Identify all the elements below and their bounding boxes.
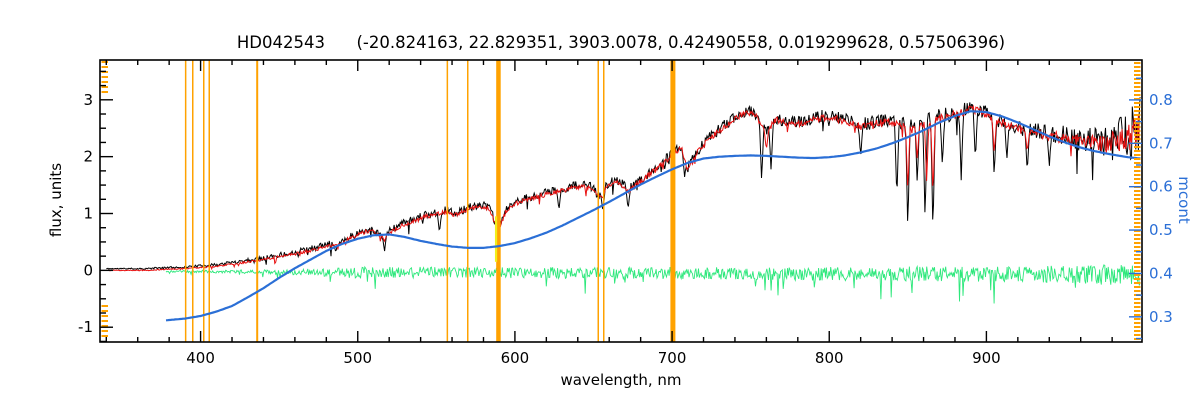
axes-layer: 400 500 600 700 800 900 -1 0 1 2 3 0.3 0.4 0.5 0.6 0.7 0… bbox=[78, 59, 1173, 367]
x-tick-label: 600 bbox=[501, 349, 530, 367]
y-left-tick-label: 2 bbox=[83, 148, 93, 166]
plot-title: HD042543 (-20.824163, 22.829351, 3903.00… bbox=[236, 33, 1006, 52]
y-axis-label-flux: flux, units bbox=[47, 162, 65, 238]
y-right-tick-label: 0.7 bbox=[1149, 134, 1173, 152]
masked-line-marker bbox=[446, 60, 449, 342]
x-tick-label: 700 bbox=[658, 349, 687, 367]
residuals-trace bbox=[165, 264, 1141, 304]
masked-line-marker bbox=[496, 60, 501, 342]
observed-spectrum-trace bbox=[106, 97, 1141, 271]
y-right-tick-label: 0.4 bbox=[1149, 264, 1173, 282]
x-tick-label: 900 bbox=[972, 349, 1001, 367]
masked-line-marker bbox=[603, 60, 605, 342]
masked-line-marker bbox=[192, 60, 194, 342]
y-left-tick-label: 0 bbox=[83, 261, 93, 279]
masked-line-marker bbox=[256, 60, 259, 342]
masked-lines-layer bbox=[184, 60, 676, 342]
masked-line-marker bbox=[208, 60, 210, 342]
masked-line-marker bbox=[670, 60, 676, 342]
y-right-tick-label: 0.3 bbox=[1149, 308, 1173, 326]
fitted-spectrum-trace bbox=[106, 104, 1141, 272]
masked-line-marker bbox=[184, 60, 187, 342]
mcont-continuum-trace bbox=[165, 110, 1141, 322]
x-axis-label: wavelength, nm bbox=[560, 371, 682, 389]
y-right-tick-label: 0.8 bbox=[1149, 91, 1173, 109]
plot-frame bbox=[99, 59, 1143, 343]
y-right-tick-label: 0.6 bbox=[1149, 178, 1173, 196]
masked-line-marker bbox=[597, 60, 599, 342]
y-left-tick-label: 3 bbox=[83, 91, 93, 109]
y-axis-label-mcont: mcont bbox=[1175, 176, 1193, 224]
masked-line-marker bbox=[467, 60, 469, 342]
y-left-tick-label: -1 bbox=[78, 318, 93, 336]
edge-hatch-layer bbox=[101, 61, 1141, 340]
masked-line-marker bbox=[203, 60, 205, 342]
y-left-tick-label: 1 bbox=[83, 205, 93, 223]
x-tick-label: 500 bbox=[343, 349, 372, 367]
x-tick-label: 800 bbox=[815, 349, 844, 367]
x-tick-label: 400 bbox=[186, 349, 215, 367]
data-series-layer bbox=[106, 97, 1141, 304]
y-right-tick-label: 0.5 bbox=[1149, 221, 1173, 239]
